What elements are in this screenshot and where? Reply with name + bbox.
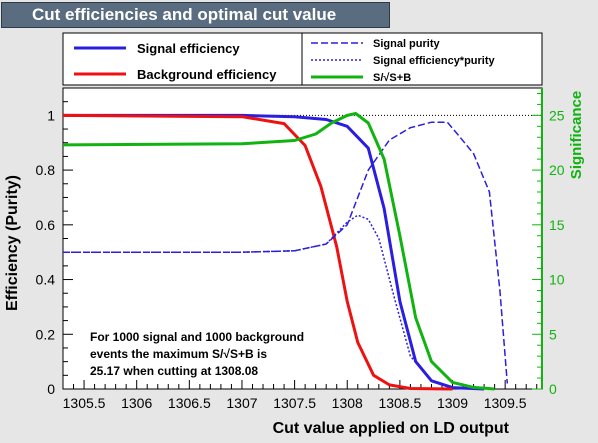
series-line (63, 121, 509, 384)
y-axis-label: Efficiency (Purity) (4, 175, 21, 311)
annotation-line-1: For 1000 signal and 1000 background (90, 330, 304, 344)
series-line (63, 214, 453, 389)
series-line (62, 112, 495, 391)
series-line (63, 113, 485, 391)
x-tick-label: 1307.5 (273, 395, 316, 411)
x-tick-label: 1309.5 (484, 395, 527, 411)
x-tick-label: 1305.5 (63, 395, 106, 411)
y2-tick-label: 5 (549, 326, 557, 342)
x-tick-label: 1309 (437, 395, 468, 411)
legend-label: Background efficiency (137, 67, 277, 82)
x-tick-label: 1306 (121, 395, 152, 411)
y2-tick-label: 10 (549, 272, 565, 288)
y2-axis-label: Significance (568, 91, 585, 179)
y2-tick-label: 0 (549, 381, 557, 397)
x-tick-label: 1308.5 (378, 395, 421, 411)
y2-tick-label: 15 (549, 217, 565, 233)
x-tick-label: 1308 (332, 395, 363, 411)
legend-label: Signal purity (373, 38, 441, 50)
y-tick-label: 0 (47, 381, 55, 397)
y2-tick-label: 25 (549, 107, 565, 123)
legend-label: S/√S+B (373, 72, 411, 84)
y-tick-label: 0.2 (36, 326, 56, 342)
y2-tick-label: 20 (549, 162, 565, 178)
legend-label: Signal efficiency*purity (373, 55, 496, 67)
y-tick-label: 0.4 (36, 272, 56, 288)
legend-label: Signal efficiency (137, 41, 240, 56)
y-tick-label: 0.8 (36, 162, 56, 178)
annotation-line-2: events the maximum S/√S+B is (90, 347, 267, 361)
x-tick-label: 1307 (226, 395, 257, 411)
y-tick-label: 0.6 (36, 217, 56, 233)
annotation-line-3: 25.17 when cutting at 1308.08 (90, 364, 258, 378)
x-tick-label: 1306.5 (168, 395, 211, 411)
x-axis-label: Cut value applied on LD output (273, 420, 510, 437)
series-line (62, 113, 453, 391)
y-tick-label: 1 (47, 107, 55, 123)
chart-title: Cut efficiencies and optimal cut value (1, 2, 390, 28)
